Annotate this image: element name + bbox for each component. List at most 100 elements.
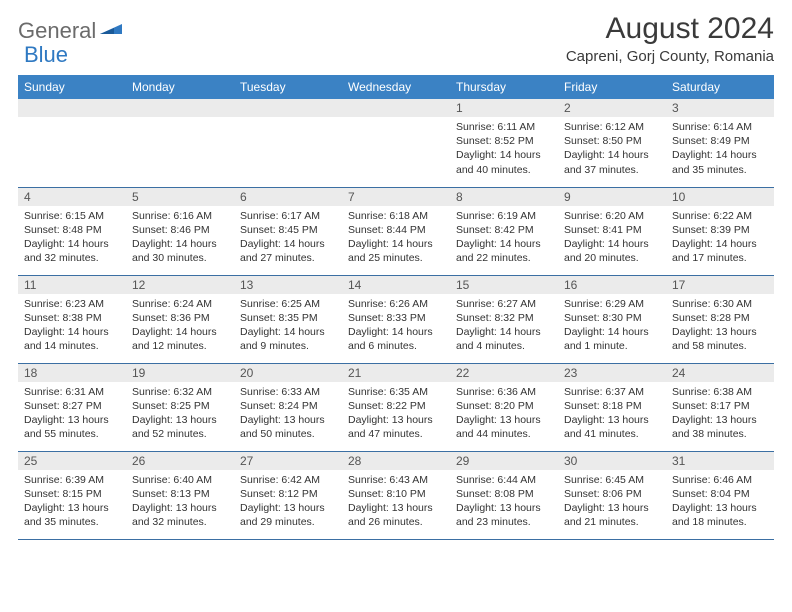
day-number bbox=[234, 99, 342, 117]
day-number: 17 bbox=[666, 276, 774, 294]
day-body bbox=[234, 117, 342, 124]
day-body: Sunrise: 6:32 AMSunset: 8:25 PMDaylight:… bbox=[126, 382, 234, 446]
sunset-line: Sunset: 8:41 PM bbox=[564, 223, 660, 237]
day-body: Sunrise: 6:26 AMSunset: 8:33 PMDaylight:… bbox=[342, 294, 450, 358]
day-body: Sunrise: 6:33 AMSunset: 8:24 PMDaylight:… bbox=[234, 382, 342, 446]
calendar-cell: 9Sunrise: 6:20 AMSunset: 8:41 PMDaylight… bbox=[558, 187, 666, 275]
calendar-cell: 13Sunrise: 6:25 AMSunset: 8:35 PMDayligh… bbox=[234, 275, 342, 363]
day-body bbox=[342, 117, 450, 124]
calendar-cell: 30Sunrise: 6:45 AMSunset: 8:06 PMDayligh… bbox=[558, 451, 666, 539]
daylight-line: Daylight: 13 hours and 50 minutes. bbox=[240, 413, 336, 441]
sunrise-line: Sunrise: 6:22 AM bbox=[672, 209, 768, 223]
day-number bbox=[342, 99, 450, 117]
weekday-header: Tuesday bbox=[234, 75, 342, 99]
day-body: Sunrise: 6:31 AMSunset: 8:27 PMDaylight:… bbox=[18, 382, 126, 446]
calendar-cell bbox=[342, 99, 450, 187]
calendar-week: 18Sunrise: 6:31 AMSunset: 8:27 PMDayligh… bbox=[18, 363, 774, 451]
day-body: Sunrise: 6:44 AMSunset: 8:08 PMDaylight:… bbox=[450, 470, 558, 534]
daylight-line: Daylight: 14 hours and 30 minutes. bbox=[132, 237, 228, 265]
sunrise-line: Sunrise: 6:39 AM bbox=[24, 473, 120, 487]
day-body: Sunrise: 6:39 AMSunset: 8:15 PMDaylight:… bbox=[18, 470, 126, 534]
sunrise-line: Sunrise: 6:43 AM bbox=[348, 473, 444, 487]
sunrise-line: Sunrise: 6:46 AM bbox=[672, 473, 768, 487]
sunset-line: Sunset: 8:33 PM bbox=[348, 311, 444, 325]
sunset-line: Sunset: 8:46 PM bbox=[132, 223, 228, 237]
day-number: 20 bbox=[234, 364, 342, 382]
sunset-line: Sunset: 8:17 PM bbox=[672, 399, 768, 413]
sunset-line: Sunset: 8:50 PM bbox=[564, 134, 660, 148]
calendar-cell: 18Sunrise: 6:31 AMSunset: 8:27 PMDayligh… bbox=[18, 363, 126, 451]
day-number: 16 bbox=[558, 276, 666, 294]
day-number: 23 bbox=[558, 364, 666, 382]
calendar-cell: 24Sunrise: 6:38 AMSunset: 8:17 PMDayligh… bbox=[666, 363, 774, 451]
sunrise-line: Sunrise: 6:16 AM bbox=[132, 209, 228, 223]
day-number: 18 bbox=[18, 364, 126, 382]
day-body: Sunrise: 6:17 AMSunset: 8:45 PMDaylight:… bbox=[234, 206, 342, 270]
day-number: 7 bbox=[342, 188, 450, 206]
day-body: Sunrise: 6:35 AMSunset: 8:22 PMDaylight:… bbox=[342, 382, 450, 446]
sunrise-line: Sunrise: 6:15 AM bbox=[24, 209, 120, 223]
calendar-cell: 26Sunrise: 6:40 AMSunset: 8:13 PMDayligh… bbox=[126, 451, 234, 539]
sunrise-line: Sunrise: 6:38 AM bbox=[672, 385, 768, 399]
calendar-cell: 16Sunrise: 6:29 AMSunset: 8:30 PMDayligh… bbox=[558, 275, 666, 363]
daylight-line: Daylight: 14 hours and 14 minutes. bbox=[24, 325, 120, 353]
calendar-week: 4Sunrise: 6:15 AMSunset: 8:48 PMDaylight… bbox=[18, 187, 774, 275]
calendar-cell: 31Sunrise: 6:46 AMSunset: 8:04 PMDayligh… bbox=[666, 451, 774, 539]
day-body: Sunrise: 6:24 AMSunset: 8:36 PMDaylight:… bbox=[126, 294, 234, 358]
logo-text-blue: Blue bbox=[24, 42, 68, 67]
calendar-cell: 20Sunrise: 6:33 AMSunset: 8:24 PMDayligh… bbox=[234, 363, 342, 451]
sunrise-line: Sunrise: 6:40 AM bbox=[132, 473, 228, 487]
calendar-body: 1Sunrise: 6:11 AMSunset: 8:52 PMDaylight… bbox=[18, 99, 774, 539]
calendar-cell bbox=[18, 99, 126, 187]
logo: General bbox=[18, 12, 124, 44]
day-number: 24 bbox=[666, 364, 774, 382]
sunrise-line: Sunrise: 6:27 AM bbox=[456, 297, 552, 311]
calendar-head: SundayMondayTuesdayWednesdayThursdayFrid… bbox=[18, 75, 774, 99]
daylight-line: Daylight: 14 hours and 25 minutes. bbox=[348, 237, 444, 265]
calendar-week: 1Sunrise: 6:11 AMSunset: 8:52 PMDaylight… bbox=[18, 99, 774, 187]
day-number: 26 bbox=[126, 452, 234, 470]
day-number: 25 bbox=[18, 452, 126, 470]
daylight-line: Daylight: 13 hours and 44 minutes. bbox=[456, 413, 552, 441]
sunset-line: Sunset: 8:44 PM bbox=[348, 223, 444, 237]
sunset-line: Sunset: 8:15 PM bbox=[24, 487, 120, 501]
day-number bbox=[18, 99, 126, 117]
day-number: 5 bbox=[126, 188, 234, 206]
sunrise-line: Sunrise: 6:45 AM bbox=[564, 473, 660, 487]
sunset-line: Sunset: 8:27 PM bbox=[24, 399, 120, 413]
daylight-line: Daylight: 13 hours and 18 minutes. bbox=[672, 501, 768, 529]
title-block: August 2024 Capreni, Gorj County, Romani… bbox=[566, 12, 774, 65]
sunset-line: Sunset: 8:35 PM bbox=[240, 311, 336, 325]
calendar-cell: 5 Sunrise: 6:16 AMSunset: 8:46 PMDaylight… bbox=[126, 187, 234, 275]
daylight-line: Daylight: 14 hours and 20 minutes. bbox=[564, 237, 660, 265]
calendar-week: 11Sunrise: 6:23 AMSunset: 8:38 PMDayligh… bbox=[18, 275, 774, 363]
sunset-line: Sunset: 8:04 PM bbox=[672, 487, 768, 501]
sunrise-line: Sunrise: 6:37 AM bbox=[564, 385, 660, 399]
day-body: Sunrise: 6:11 AMSunset: 8:52 PMDaylight:… bbox=[450, 117, 558, 181]
sunrise-line: Sunrise: 6:11 AM bbox=[456, 120, 552, 134]
sunrise-line: Sunrise: 6:36 AM bbox=[456, 385, 552, 399]
sunset-line: Sunset: 8:13 PM bbox=[132, 487, 228, 501]
day-number: 12 bbox=[126, 276, 234, 294]
day-body: Sunrise: 6:22 AMSunset: 8:39 PMDaylight:… bbox=[666, 206, 774, 270]
day-number: 13 bbox=[234, 276, 342, 294]
sunrise-line: Sunrise: 6:33 AM bbox=[240, 385, 336, 399]
day-number: 3 bbox=[666, 99, 774, 117]
sunrise-line: Sunrise: 6:19 AM bbox=[456, 209, 552, 223]
weekday-header: Saturday bbox=[666, 75, 774, 99]
daylight-line: Daylight: 13 hours and 41 minutes. bbox=[564, 413, 660, 441]
daylight-line: Daylight: 14 hours and 4 minutes. bbox=[456, 325, 552, 353]
sunset-line: Sunset: 8:24 PM bbox=[240, 399, 336, 413]
day-number bbox=[126, 99, 234, 117]
day-number: 27 bbox=[234, 452, 342, 470]
daylight-line: Daylight: 13 hours and 26 minutes. bbox=[348, 501, 444, 529]
calendar-cell bbox=[126, 99, 234, 187]
calendar-cell: 2Sunrise: 6:12 AMSunset: 8:50 PMDaylight… bbox=[558, 99, 666, 187]
daylight-line: Daylight: 13 hours and 55 minutes. bbox=[24, 413, 120, 441]
day-body: Sunrise: 6:30 AMSunset: 8:28 PMDaylight:… bbox=[666, 294, 774, 358]
sunset-line: Sunset: 8:42 PM bbox=[456, 223, 552, 237]
sunset-line: Sunset: 8:49 PM bbox=[672, 134, 768, 148]
day-body: Sunrise: 6:46 AMSunset: 8:04 PMDaylight:… bbox=[666, 470, 774, 534]
calendar-cell bbox=[234, 99, 342, 187]
sunrise-line: Sunrise: 6:14 AM bbox=[672, 120, 768, 134]
